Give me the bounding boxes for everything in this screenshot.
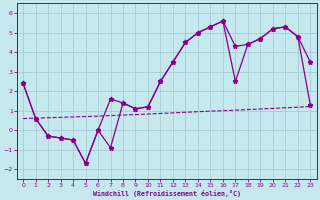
X-axis label: Windchill (Refroidissement éolien,°C): Windchill (Refroidissement éolien,°C): [93, 190, 241, 197]
